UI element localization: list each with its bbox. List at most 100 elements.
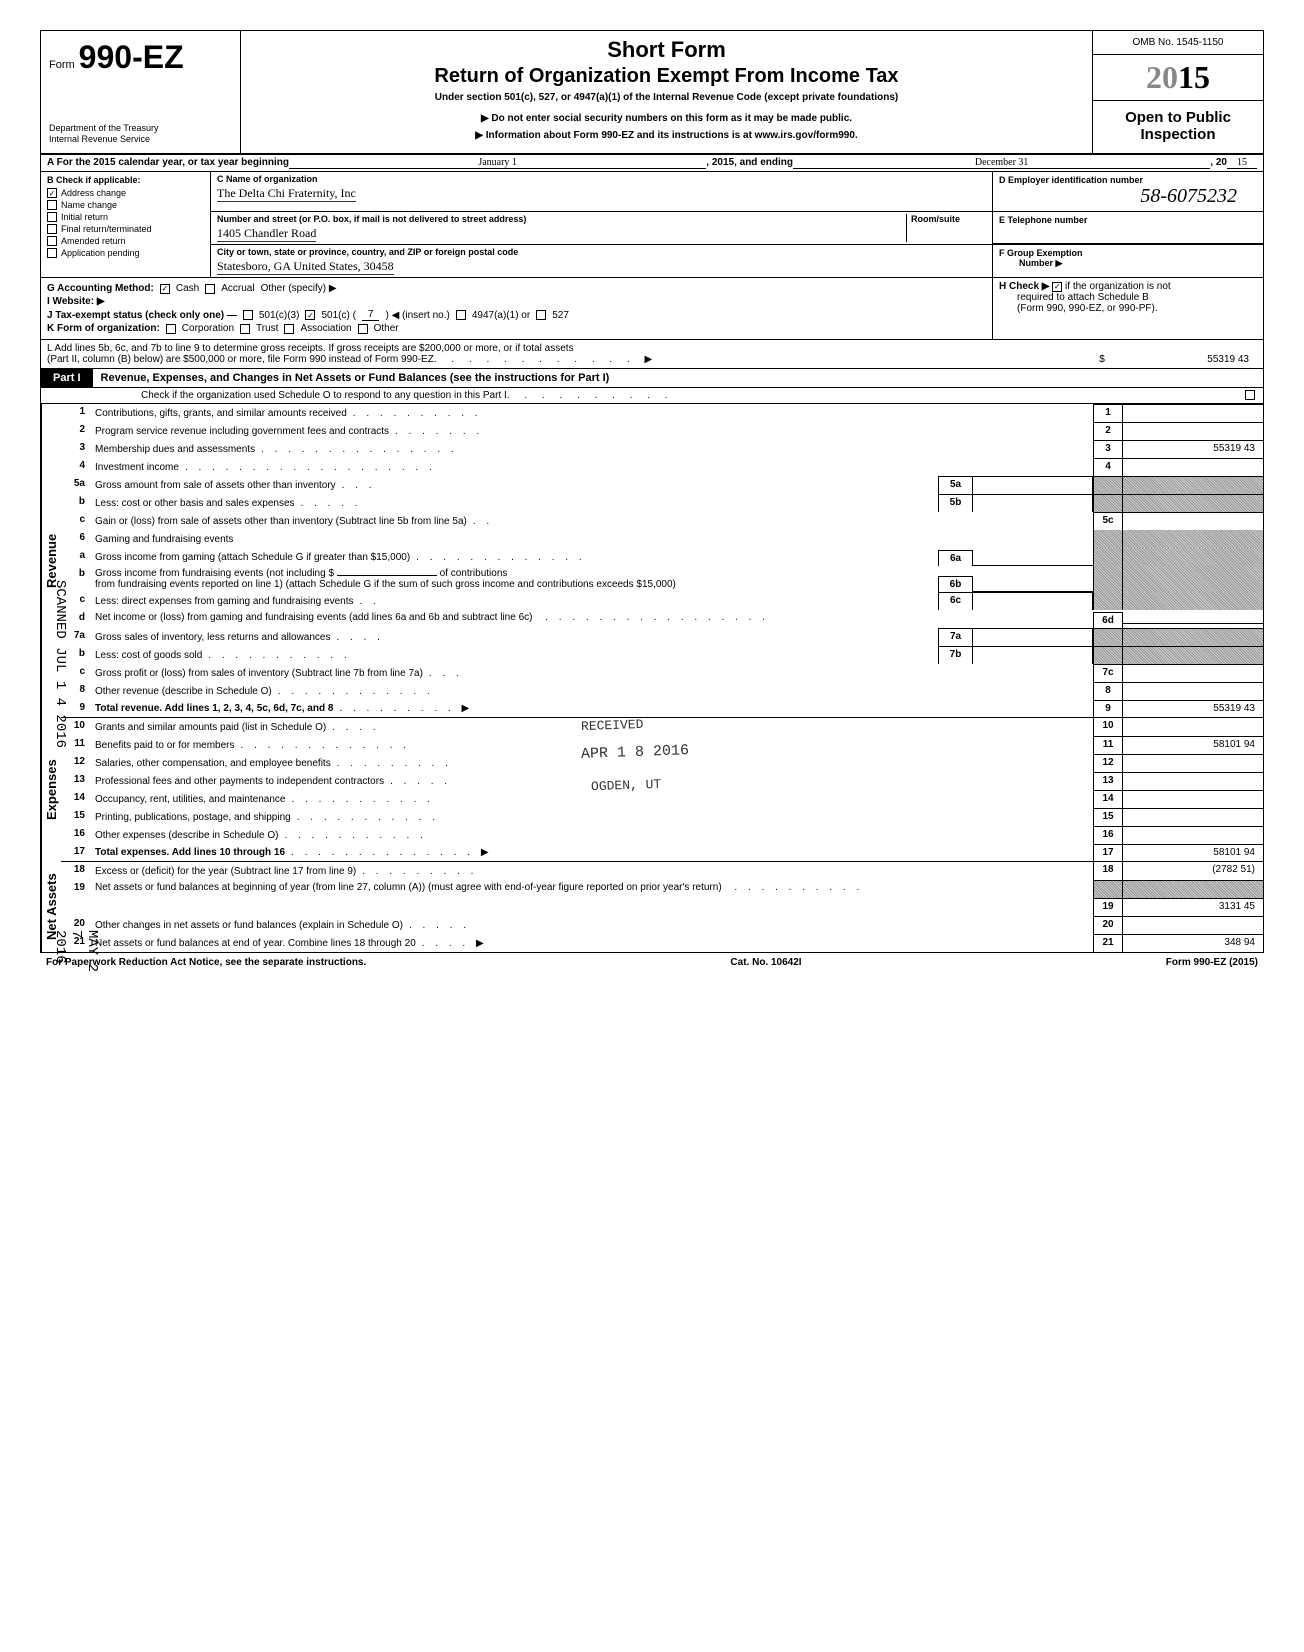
lbl-other-method: Other (specify) ▶ [261, 283, 337, 294]
check-initial[interactable] [47, 212, 57, 222]
line8-desc: Other revenue (describe in Schedule O) [95, 686, 272, 697]
rows-g-to-k: G Accounting Method: ✓ Cash Accrual Other… [41, 278, 1263, 340]
cal-mid: , 2015, and ending [706, 157, 793, 169]
netassets-section: Net Assets 18Excess or (deficit) for the… [41, 862, 1263, 952]
dept-treasury: Department of the Treasury [49, 123, 232, 134]
ein-label: D Employer identification number [999, 175, 1257, 185]
line5a-desc: Gross amount from sale of assets other t… [95, 480, 336, 491]
line11-desc: Benefits paid to or for members [95, 740, 235, 751]
revenue-vert-label: Revenue [41, 404, 61, 718]
lbl-name: Name change [61, 200, 117, 210]
line11-amt: 58101 94 [1123, 736, 1263, 754]
part1-sub-text: Check if the organization used Schedule … [141, 390, 507, 401]
lbl-amended: Amended return [61, 236, 126, 246]
line1-amt [1123, 404, 1263, 422]
lbl-other-org: Other [374, 323, 399, 334]
ein-value: 58-6075232 [999, 185, 1257, 208]
part1-label: Part I [41, 369, 93, 387]
check-h[interactable]: ✓ [1052, 282, 1062, 292]
line7c-desc: Gross profit or (loss) from sales of inv… [95, 668, 423, 679]
check-501c3[interactable] [243, 310, 253, 320]
short-form-title: Short Form [251, 37, 1082, 63]
check-final[interactable] [47, 224, 57, 234]
check-4947[interactable] [456, 310, 466, 320]
line6b-desc3: from fundraising events reported on line… [95, 579, 676, 590]
lbl-pending: Application pending [61, 248, 140, 258]
line10-amt [1123, 718, 1263, 736]
open-public-2: Inspection [1101, 126, 1255, 143]
netassets-vert-label: Net Assets [41, 862, 61, 952]
h-line3: (Form 990, 990-EZ, or 990-PF). [999, 303, 1257, 314]
l-amount: 55319 43 [1117, 354, 1257, 365]
line1-desc: Contributions, gifts, grants, and simila… [95, 408, 347, 419]
lbl-501c-suf: ) ◀ (insert no.) [385, 310, 449, 321]
line20-amt [1123, 916, 1263, 934]
val-501c-num: 7 [362, 309, 380, 321]
check-amended[interactable] [47, 236, 57, 246]
form-990ez: Form 990-EZ Department of the Treasury I… [40, 30, 1264, 953]
check-trust[interactable] [240, 324, 250, 334]
lbl-cash: Cash [176, 283, 199, 294]
line2-amt [1123, 422, 1263, 440]
line6c-desc: Less: direct expenses from gaming and fu… [95, 596, 353, 607]
line5b-desc: Less: cost or other basis and sales expe… [95, 498, 295, 509]
cal-begin: January 1 [289, 157, 706, 169]
check-501c[interactable]: ✓ [305, 310, 315, 320]
org-name-label: C Name of organization [217, 174, 986, 184]
line2-desc: Program service revenue including govern… [95, 426, 389, 437]
check-other-org[interactable] [358, 324, 368, 334]
line14-amt [1123, 790, 1263, 808]
cal-suffix: , 20 [1210, 157, 1227, 169]
line21-desc: Net assets or fund balances at end of ye… [95, 938, 416, 949]
omb-number: OMB No. 1545-1150 [1093, 31, 1263, 55]
line16-desc: Other expenses (describe in Schedule O) [95, 830, 278, 841]
line12-desc: Salaries, other compensation, and employ… [95, 758, 331, 769]
footer-right: Form 990-EZ (2015) [1166, 957, 1258, 968]
return-title: Return of Organization Exempt From Incom… [251, 65, 1082, 88]
h-line2: required to attach Schedule B [999, 292, 1257, 303]
accounting-label: G Accounting Method: [47, 283, 154, 294]
check-address[interactable]: ✓ [47, 188, 57, 198]
city-value: Statesboro, GA United States, 30458 [217, 259, 394, 275]
check-pending[interactable] [47, 248, 57, 258]
h-line1b: if the organization is not [1065, 281, 1171, 292]
cal-prefix: A For the 2015 calendar year, or tax yea… [47, 157, 289, 169]
check-527[interactable] [536, 310, 546, 320]
lbl-accrual: Accrual [221, 283, 254, 294]
line17-desc: Total expenses. Add lines 10 through 16 [95, 847, 285, 858]
city-label: City or town, state or province, country… [217, 247, 986, 257]
check-corp[interactable] [166, 324, 176, 334]
part1-title: Revenue, Expenses, and Changes in Net As… [93, 369, 1263, 387]
under-section: Under section 501(c), 527, or 4947(a)(1)… [251, 92, 1082, 103]
lbl-assoc: Association [300, 323, 351, 334]
check-name[interactable] [47, 200, 57, 210]
lbl-4947: 4947(a)(1) or [472, 310, 530, 321]
expenses-vert-label: Expenses [41, 718, 61, 862]
lbl-corp: Corporation [182, 323, 234, 334]
phone-label: E Telephone number [999, 215, 1257, 225]
lbl-501c3: 501(c)(3) [259, 310, 300, 321]
check-schedule-o[interactable] [1245, 390, 1255, 400]
part1-header: Part I Revenue, Expenses, and Changes in… [41, 369, 1263, 388]
line9-desc: Total revenue. Add lines 1, 2, 3, 4, 5c,… [95, 703, 333, 714]
tax-status-label: J Tax-exempt status (check only one) — [47, 310, 237, 321]
part1-sub: Check if the organization used Schedule … [41, 388, 1263, 404]
line10-desc: Grants and similar amounts paid (list in… [95, 722, 326, 733]
check-cash[interactable]: ✓ [160, 284, 170, 294]
check-accrual[interactable] [205, 284, 215, 294]
expenses-section: RECEIVED APR 1 8 2016 OGDEN, UT Expenses… [41, 718, 1263, 862]
footer: For Paperwork Reduction Act Notice, see … [40, 953, 1264, 972]
line7b-desc: Less: cost of goods sold [95, 650, 202, 661]
form-prefix: Form [49, 59, 75, 71]
check-assoc[interactable] [284, 324, 294, 334]
h-check-label: H Check ▶ [999, 281, 1049, 292]
info-url: ▶ Information about Form 990-EZ and its … [251, 130, 1082, 141]
open-public-1: Open to Public [1101, 109, 1255, 126]
line19-amt: 3131 45 [1123, 898, 1263, 916]
line3-amt: 55319 43 [1123, 440, 1263, 458]
dept-irs: Internal Revenue Service [49, 134, 232, 145]
line6a-desc: Gross income from gaming (attach Schedul… [95, 552, 410, 563]
lbl-initial: Initial return [61, 212, 108, 222]
line7a-desc: Gross sales of inventory, less returns a… [95, 632, 330, 643]
row-a-calendar-year: A For the 2015 calendar year, or tax yea… [41, 155, 1263, 172]
